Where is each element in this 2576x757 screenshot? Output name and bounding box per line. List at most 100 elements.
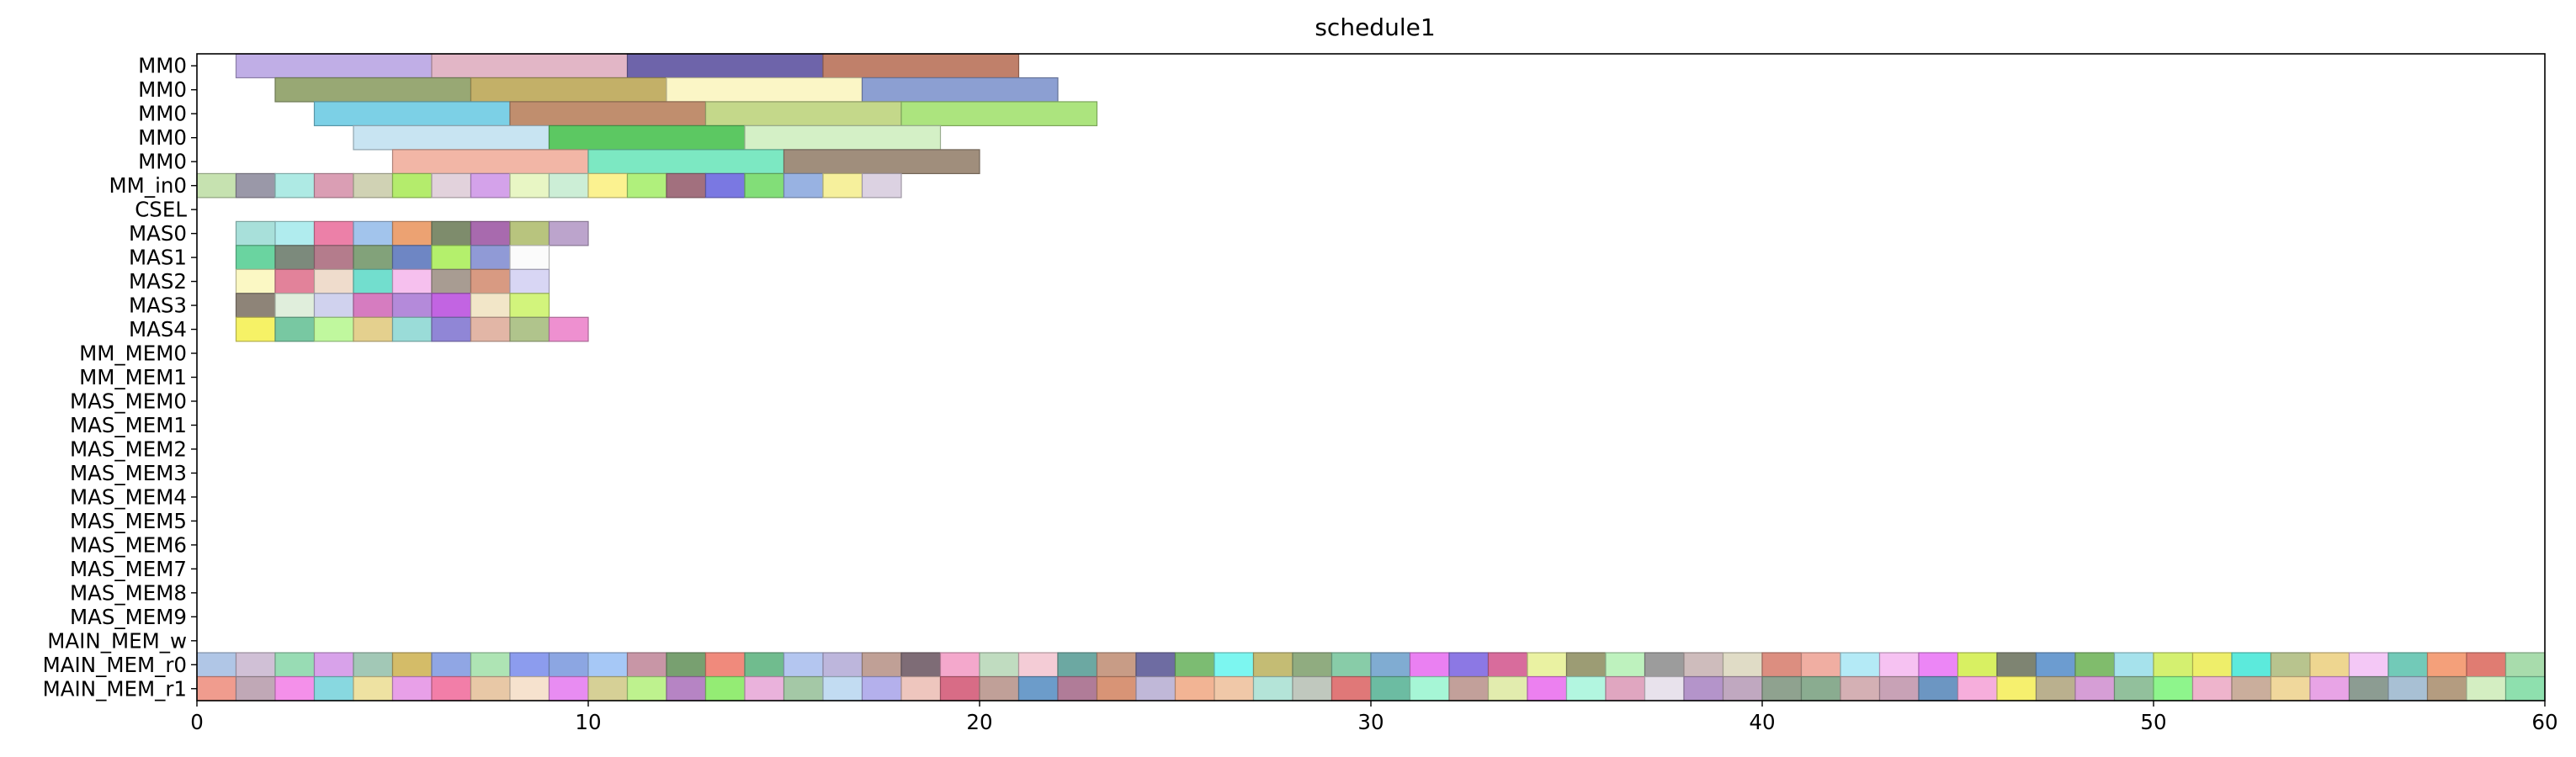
task-bar-main-mem-r0: [1957, 652, 1998, 678]
task-bar: [235, 53, 433, 79]
plot-frame: [196, 53, 2546, 701]
task-bar-main-mem-r1: [783, 675, 824, 701]
task-bar-main-mem-r1: [1840, 675, 1881, 701]
task-bar-main-mem-r0: [548, 652, 589, 678]
task-bar: [353, 124, 550, 151]
task-bar: [509, 293, 550, 318]
task-bar-main-mem-r0: [313, 652, 354, 678]
chart-title: schedule1: [1315, 13, 1435, 41]
task-bars: [196, 53, 2546, 701]
y-tick-label: MAS2: [129, 269, 187, 294]
task-bar: [509, 101, 707, 127]
task-bar: [900, 101, 1098, 127]
task-bar-main-mem-r1: [1957, 675, 1998, 701]
task-bar-main-mem-r1: [196, 675, 237, 701]
task-bar: [391, 149, 589, 175]
task-bar: [391, 316, 433, 342]
y-tick-label: MM0: [138, 77, 187, 102]
y-tick-label: MM0: [138, 150, 187, 174]
task-bar: [509, 220, 550, 246]
task-bar-main-mem-r1: [1214, 675, 1255, 701]
task-bar: [861, 172, 902, 199]
task-bar: [548, 316, 589, 342]
task-bar: [391, 220, 433, 246]
task-bar-main-mem-r1: [2191, 675, 2233, 701]
task-bar: [274, 245, 316, 270]
task-bar: [235, 316, 276, 342]
task-bar: [274, 293, 316, 318]
task-bar-main-mem-r0: [196, 652, 237, 678]
task-bar: [235, 220, 276, 246]
task-bar: [431, 53, 629, 79]
task-bar-main-mem-r1: [2309, 675, 2350, 701]
task-bar-main-mem-r1: [666, 675, 707, 701]
task-bar-main-mem-r0: [744, 652, 785, 678]
task-bar: [313, 220, 354, 246]
y-tick-label: MAIN_MEM_w: [47, 628, 187, 653]
task-bar: [274, 316, 316, 342]
y-tick-label: MAS0: [129, 221, 187, 246]
task-bar-main-mem-r1: [2387, 675, 2429, 701]
task-bar-main-mem-r1: [1370, 675, 1411, 701]
task-bar: [470, 268, 511, 294]
task-bar: [744, 124, 942, 151]
task-bar: [391, 268, 433, 294]
task-bar-main-mem-r0: [626, 652, 667, 678]
y-tick-label: MAS_MEM2: [70, 437, 187, 461]
task-bar-main-mem-r0: [2426, 652, 2467, 678]
task-bar-main-mem-r0: [2466, 652, 2507, 678]
y-tick-label: MAIN_MEM_r0: [43, 653, 187, 677]
task-bar-main-mem-r1: [2035, 675, 2076, 701]
task-bar-main-mem-r0: [2035, 652, 2076, 678]
task-bar: [822, 172, 863, 199]
task-bar-main-mem-r1: [1878, 675, 1920, 701]
x-tick-label: 40: [1749, 710, 1775, 734]
task-bar-main-mem-r0: [2504, 652, 2546, 678]
task-bar-main-mem-r1: [235, 675, 276, 701]
task-bar: [313, 172, 354, 199]
task-bar-main-mem-r0: [470, 652, 511, 678]
task-bar-main-mem-r0: [274, 652, 316, 678]
task-bar-main-mem-r0: [2113, 652, 2154, 678]
task-bar-main-mem-r0: [353, 652, 394, 678]
task-bar-main-mem-r1: [822, 675, 863, 701]
task-bar: [470, 172, 511, 199]
y-tick-label: MAS_MEM1: [70, 413, 187, 437]
task-bar: [235, 293, 276, 318]
task-bar-main-mem-r1: [1292, 675, 1333, 701]
task-bar: [470, 77, 667, 103]
y-tick-label: MM0: [138, 102, 187, 126]
task-bar: [587, 172, 629, 199]
y-tick-label: MAS_MEM0: [70, 389, 187, 413]
y-tick-label: MM_MEM1: [79, 365, 187, 389]
task-bar: [470, 245, 511, 270]
task-bar: [470, 316, 511, 342]
task-bar: [313, 316, 354, 342]
task-bar: [431, 293, 472, 318]
task-bar-main-mem-r0: [1996, 652, 2037, 678]
task-bar-main-mem-r0: [861, 652, 902, 678]
y-tick-label: MAS_MEM5: [70, 509, 187, 533]
task-bar-main-mem-r1: [2348, 675, 2389, 701]
task-bar-main-mem-r1: [548, 675, 589, 701]
task-bar-main-mem-r1: [431, 675, 472, 701]
task-bar-main-mem-r0: [1527, 652, 1568, 678]
task-bar-main-mem-r1: [1057, 675, 1098, 701]
y-tick-label: MAS_MEM8: [70, 580, 187, 605]
task-bar: [353, 316, 394, 342]
task-bar: [783, 172, 824, 199]
task-bar-main-mem-r0: [1918, 652, 1959, 678]
task-bar-main-mem-r0: [1761, 652, 1803, 678]
task-bar-main-mem-r1: [1174, 675, 1215, 701]
task-bar-main-mem-r1: [626, 675, 667, 701]
task-bar-main-mem-r0: [2270, 652, 2311, 678]
task-bar-main-mem-r0: [979, 652, 1020, 678]
task-bar: [353, 293, 394, 318]
task-bar-main-mem-r1: [1683, 675, 1724, 701]
y-tick-label: MAS_MEM4: [70, 484, 187, 509]
task-bar: [353, 172, 394, 199]
task-bar: [783, 149, 980, 175]
task-bar: [353, 220, 394, 246]
task-bar: [587, 149, 785, 175]
task-bar-main-mem-r0: [1878, 652, 1920, 678]
